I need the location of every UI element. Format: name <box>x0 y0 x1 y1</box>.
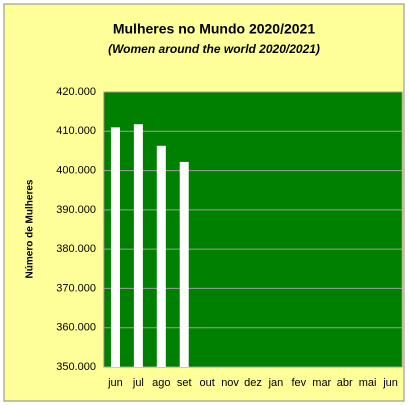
x-tick-label: out <box>200 377 215 389</box>
y-tick-label: 360.000 <box>56 322 96 334</box>
y-tick-label: 410.000 <box>56 125 96 137</box>
x-tick-label: dez <box>244 377 262 389</box>
bar <box>179 161 189 367</box>
chart-subtitle: (Women around the world 2020/2021) <box>108 42 320 56</box>
x-tick-label: jan <box>268 377 284 389</box>
x-tick-label: jun <box>382 377 398 389</box>
y-tick-label: 350.000 <box>56 361 96 373</box>
y-tick-label: 390.000 <box>56 204 96 216</box>
y-tick-label: 420.000 <box>56 86 96 98</box>
x-tick-label: set <box>177 377 192 389</box>
y-tick-label: 400.000 <box>56 164 96 176</box>
bar <box>110 127 120 367</box>
bar <box>133 124 143 367</box>
x-tick-label: fev <box>292 377 307 389</box>
chart-title: Mulheres no Mundo 2020/2021 <box>113 21 315 37</box>
plot-area <box>103 91 403 368</box>
y-axis-label: Número de Mulheres <box>25 179 36 278</box>
x-tick-label: jul <box>132 377 144 389</box>
x-tick-label: mar <box>312 377 331 389</box>
x-tick-label: ago <box>152 377 170 389</box>
bar <box>156 145 166 367</box>
x-tick-label: jun <box>107 377 123 389</box>
y-tick-label: 380.000 <box>56 243 96 255</box>
x-tick-label: abr <box>337 377 353 389</box>
y-tick-label: 370.000 <box>56 282 96 294</box>
x-tick-label: nov <box>221 377 239 389</box>
x-tick-label: mai <box>359 377 377 389</box>
